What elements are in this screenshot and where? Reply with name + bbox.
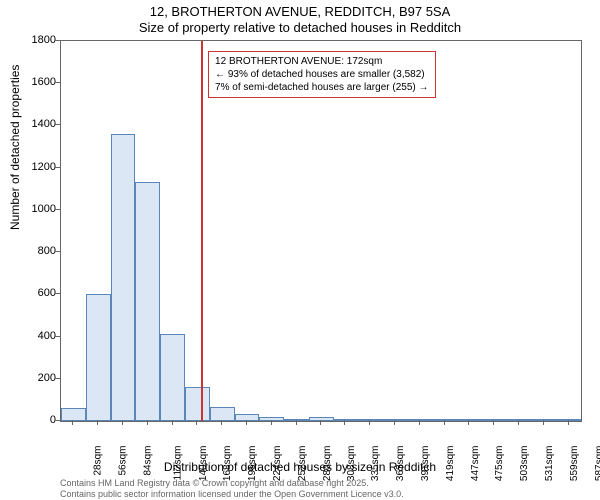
chart-container: 12, BROTHERTON AVENUE, REDDITCH, B97 5SA… — [0, 0, 600, 500]
xtick-mark — [97, 420, 98, 425]
histogram-bar — [531, 419, 556, 421]
footer-line2: Contains public sector information licen… — [60, 489, 404, 500]
histogram-bar — [482, 419, 507, 421]
annotation-line2: ← 93% of detached houses are smaller (3,… — [215, 68, 428, 81]
xtick-mark — [296, 420, 297, 425]
ytick-label: 400 — [38, 330, 56, 342]
xtick-mark — [320, 420, 321, 425]
ytick-mark — [55, 209, 60, 210]
ytick-label: 1200 — [32, 161, 56, 173]
y-axis-label: Number of detached properties — [8, 65, 22, 230]
ytick-mark — [55, 378, 60, 379]
xtick-mark — [419, 420, 420, 425]
histogram-bar — [86, 294, 111, 421]
xtick-mark — [147, 420, 148, 425]
annotation-line3: 7% of semi-detached houses are larger (2… — [215, 81, 428, 94]
histogram-bar — [235, 414, 260, 421]
footer-attribution: Contains HM Land Registry data © Crown c… — [60, 478, 404, 500]
xtick-mark — [271, 420, 272, 425]
ytick-mark — [55, 40, 60, 41]
ytick-mark — [55, 293, 60, 294]
ytick-label: 1800 — [32, 34, 56, 46]
xtick-mark — [543, 420, 544, 425]
xtick-mark — [493, 420, 494, 425]
histogram-bar — [432, 419, 457, 421]
xtick-mark — [518, 420, 519, 425]
ytick-label: 1400 — [32, 118, 56, 130]
xtick-mark — [196, 420, 197, 425]
ytick-mark — [55, 167, 60, 168]
histogram-bar — [210, 407, 235, 421]
annotation-box: 12 BROTHERTON AVENUE: 172sqm← 93% of det… — [208, 51, 435, 98]
xtick-mark — [468, 420, 469, 425]
annotation-line1: 12 BROTHERTON AVENUE: 172sqm — [215, 55, 428, 68]
histogram-bar — [135, 182, 160, 421]
xtick-mark — [444, 420, 445, 425]
ytick-label: 1600 — [32, 76, 56, 88]
footer-line1: Contains HM Land Registry data © Crown c… — [60, 478, 404, 489]
xtick-mark — [246, 420, 247, 425]
xtick-mark — [344, 420, 345, 425]
ytick-label: 200 — [38, 372, 56, 384]
histogram-bar — [185, 387, 210, 421]
xtick-mark — [394, 420, 395, 425]
xtick-mark — [568, 420, 569, 425]
xtick-mark — [172, 420, 173, 425]
ytick-mark — [55, 82, 60, 83]
ytick-label: 800 — [38, 245, 56, 257]
histogram-bar — [61, 408, 86, 421]
histogram-bar — [111, 134, 136, 421]
x-axis-label: Distribution of detached houses by size … — [0, 460, 600, 474]
ytick-label: 1000 — [32, 203, 56, 215]
chart-title-sub: Size of property relative to detached ho… — [0, 20, 600, 35]
ytick-label: 600 — [38, 287, 56, 299]
plot-area: 12 BROTHERTON AVENUE: 172sqm← 93% of det… — [60, 40, 582, 422]
xtick-mark — [369, 420, 370, 425]
xtick-mark — [221, 420, 222, 425]
xtick-mark — [122, 420, 123, 425]
histogram-bar — [160, 334, 185, 421]
ytick-mark — [55, 251, 60, 252]
xtick-mark — [72, 420, 73, 425]
ytick-mark — [55, 124, 60, 125]
chart-title-main: 12, BROTHERTON AVENUE, REDDITCH, B97 5SA — [0, 4, 600, 19]
ytick-mark — [55, 420, 60, 421]
histogram-bar — [284, 419, 309, 421]
reference-vline — [201, 41, 203, 421]
ytick-mark — [55, 336, 60, 337]
